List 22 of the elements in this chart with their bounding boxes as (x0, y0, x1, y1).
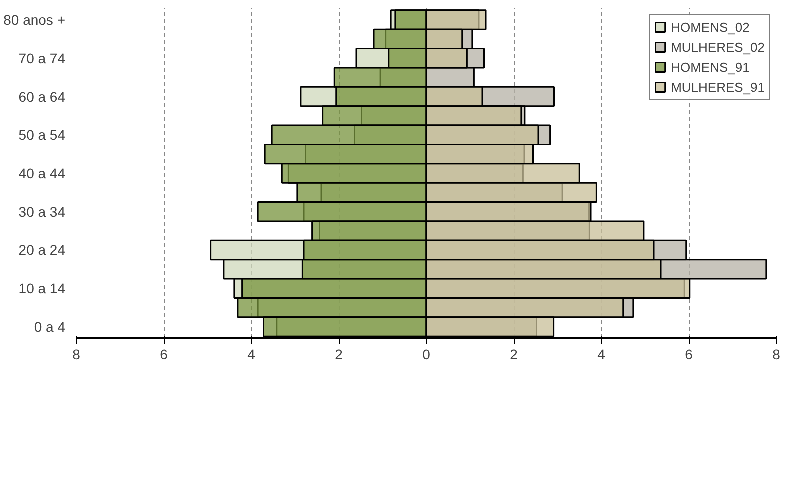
y-tick-label: 40 a 44 (18, 166, 66, 182)
x-tick-label: 8 (772, 346, 781, 362)
x-tick-label: 8 (72, 346, 81, 362)
legend-label: HOMENS_02 (671, 19, 750, 35)
legend-label: MULHERES_91 (671, 79, 765, 95)
x-tick-label: 6 (685, 346, 694, 362)
x-tick-label: 6 (160, 346, 168, 362)
y-tick-label: 60 a 64 (18, 88, 66, 105)
legend-label: MULHERES_02 (671, 39, 765, 55)
y-tick-label: 50 a 54 (18, 127, 66, 144)
x-tick-label: 4 (598, 346, 606, 362)
x-tick-label: 0 (422, 346, 431, 362)
y-tick-label: 80 anos + (4, 12, 66, 28)
x-tick-label: 2 (335, 346, 344, 362)
y-tick-label: 70 a 74 (18, 50, 66, 66)
legend-label: HOMENS_91 (671, 59, 750, 75)
y-tick-label: 10 a 14 (18, 280, 66, 297)
x-tick-label: 2 (510, 346, 518, 362)
y-tick-label: 30 a 34 (18, 204, 66, 220)
x-tick-label: 4 (248, 346, 256, 362)
y-tick-label: 20 a 24 (18, 242, 66, 258)
y-tick-label: 0 a 4 (34, 318, 66, 335)
